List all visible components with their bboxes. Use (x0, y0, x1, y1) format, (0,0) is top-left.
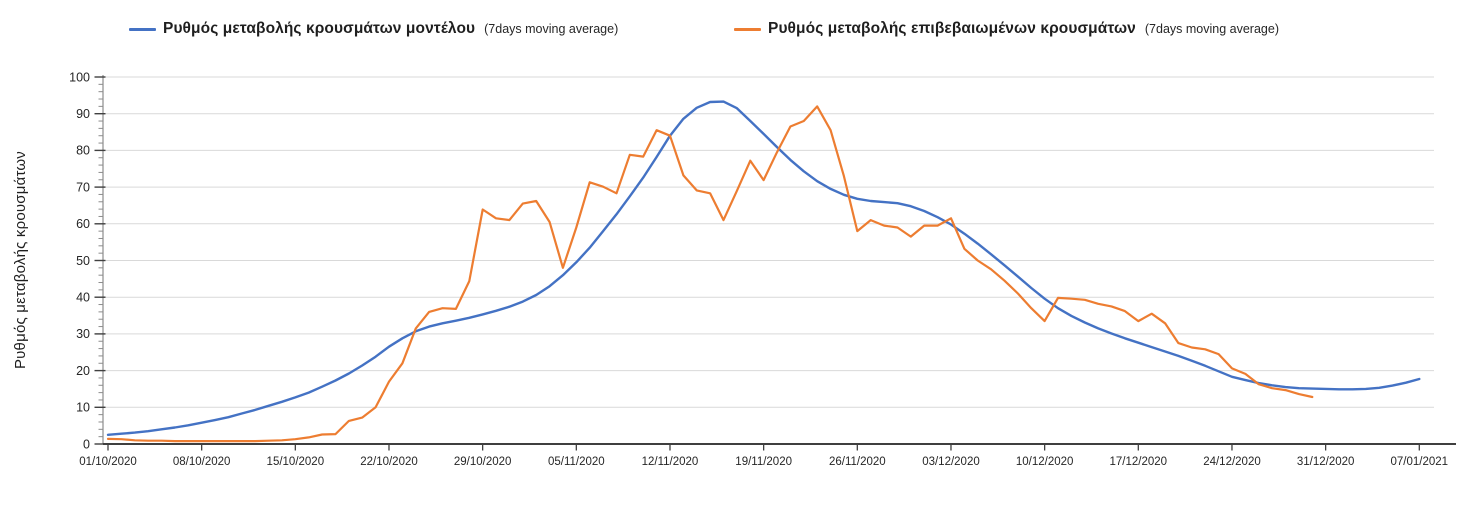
x-tick-label: 12/11/2020 (642, 456, 699, 468)
legend-label-model: Ρυθμός μεταβολής κρουσμάτων μοντέλου (163, 20, 476, 37)
x-tick-label: 19/11/2020 (735, 456, 792, 468)
legend-label-confirmed: Ρυθμός μεταβολής επιβεβαιωμένων κρουσμάτ… (768, 20, 1136, 37)
y-tick-label: 20 (76, 364, 90, 378)
x-tick-label: 29/10/2020 (454, 456, 512, 468)
legend-item-model: Ρυθμός μεταβολής κρουσμάτων μοντέλου (7d… (129, 20, 618, 38)
model-series-swatch (129, 27, 156, 31)
x-tick-label: 24/12/2020 (1203, 456, 1261, 468)
x-tick-label: 31/12/2020 (1297, 456, 1355, 468)
x-tick-label: 01/10/2020 (79, 456, 137, 468)
y-tick-label: 80 (76, 144, 90, 158)
y-tick-label: 70 (76, 180, 90, 194)
x-tick-label: 10/12/2020 (1016, 456, 1074, 468)
x-tick-label: 08/10/2020 (173, 456, 231, 468)
legend-sublabel-confirmed: (7days moving average) (1144, 22, 1279, 36)
confirmed-series-swatch (734, 27, 761, 31)
legend-sublabel-model: (7days moving average) (484, 22, 619, 36)
y-tick-label: 10 (76, 401, 90, 415)
y-tick-label: 60 (76, 217, 90, 231)
y-tick-label: 90 (76, 107, 90, 121)
legend-item-confirmed: Ρυθμός μεταβολής επιβεβαιωμένων κρουσμάτ… (734, 20, 1279, 38)
y-axis: 0 10 20 30 40 50 60 70 80 90 100 (69, 70, 106, 451)
gridlines (103, 76, 1434, 408)
x-tick-label: 17/12/2020 (1110, 456, 1168, 468)
x-axis: 01/10/2020 08/10/2020 15/10/2020 22/10/2020… (79, 443, 1456, 468)
y-tick-label: 0 (83, 437, 90, 451)
chart-legend: Ρυθμός μεταβολής κρουσμάτων μοντέλου (7d… (0, 20, 1470, 46)
y-tick-label: 30 (76, 327, 90, 341)
confirmed-series-line (106, 105, 1314, 443)
y-tick-label: 40 (76, 291, 90, 305)
x-tick-label: 15/10/2020 (267, 456, 325, 468)
x-tick-label: 05/11/2020 (548, 456, 605, 468)
model-series-line (106, 100, 1421, 436)
x-tick-label: 07/01/2021 (1391, 456, 1449, 468)
x-tick-label: 26/11/2020 (829, 456, 886, 468)
y-tick-label: 100 (69, 70, 90, 84)
y-tick-label: 50 (76, 254, 90, 268)
x-tick-label: 03/12/2020 (922, 456, 980, 468)
x-tick-label: 22/10/2020 (360, 456, 418, 468)
